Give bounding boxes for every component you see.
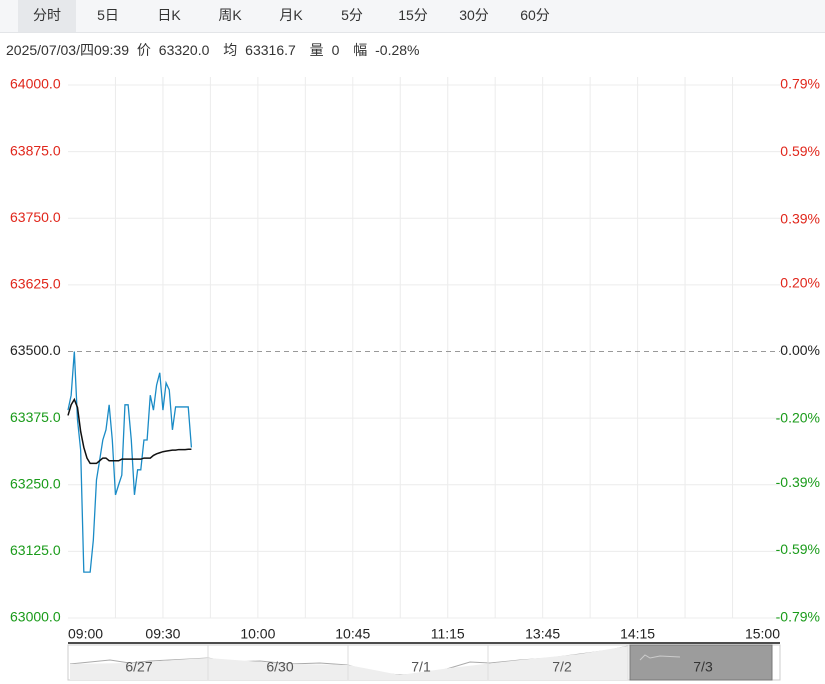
y2-tick-label: -0.39% [776,474,820,490]
x-tick-label: 09:00 [68,626,103,642]
tab[interactable]: 15分 [398,7,428,23]
price: 63320.0 [158,42,210,58]
tab[interactable]: 月K [279,7,303,23]
navigator-window-line [639,654,681,661]
change-label: 幅 [353,42,368,58]
x-tick-label: 09:30 [145,626,180,642]
navigator-date: 7/3 [693,659,713,675]
y2-tick-label: 0.00% [780,342,820,358]
y-tick-label: 63875.0 [10,142,61,158]
info-line: 2025/07/03/四09:39 价 63320.0 均 63316.7 量 … [6,40,424,60]
series-line [67,351,193,573]
x-tick-label: 15:00 [745,626,780,642]
volume-label: 量 [309,42,324,58]
y2-tick-label: 0.39% [780,211,820,227]
y2-tick-label: -0.79% [776,609,820,625]
y-tick-label: 64000.0 [10,76,61,92]
navigator-dividers [207,645,629,680]
y2-tick-label: 0.59% [780,143,820,159]
tab[interactable]: 5分 [341,7,363,23]
volume: 0 [331,42,340,58]
y2-tick-label: 0.79% [780,76,820,92]
x-tick-label: 13:45 [525,626,560,642]
tab[interactable]: 30分 [459,7,489,23]
tab[interactable]: 日K [157,7,181,23]
y2-tick-label: -0.20% [776,410,820,426]
navigator-date: 7/1 [411,659,431,675]
change: -0.28% [375,42,420,58]
y-tick-label: 63375.0 [10,409,61,425]
navigator-date: 6/27 [125,659,152,675]
y2-tick-label: 0.20% [780,275,820,291]
x-tick-label: 10:45 [335,626,370,642]
y-tick-label: 63250.0 [10,475,61,491]
tab[interactable]: 分时 [18,0,76,32]
x-tick-label: 10:00 [240,626,275,642]
tab[interactable]: 周K [218,7,242,23]
y-tick-label: 63125.0 [10,542,61,558]
datetime: 2025/07/03/四09:39 [6,42,129,58]
navigator: 6/27 6/30 7/1 7/2 7/3 [67,644,781,681]
navigator-date: 6/30 [266,659,293,675]
tab[interactable]: 5日 [97,7,119,23]
avg: 63316.7 [245,42,296,58]
series-line [67,397,192,465]
navigator-window[interactable] [629,644,773,681]
tab[interactable]: 60分 [520,7,550,23]
navigator-date: 7/2 [552,659,572,675]
avg-label: 均 [223,42,238,58]
x-tick-label: 11:15 [431,626,465,642]
price-label: 价 [136,42,151,58]
y-tick-label: 63000.0 [10,609,61,625]
y-tick-label: 63625.0 [10,276,61,292]
tab-bar: 分时 5日 日K 周K 月K 5分 15分 30分 60分 [0,0,825,33]
y2-tick-label: -0.59% [776,541,820,557]
y-tick-label: 63750.0 [10,209,61,225]
x-tick-label: 14:15 [620,626,655,642]
y-tick-label: 63500.0 [10,342,61,358]
